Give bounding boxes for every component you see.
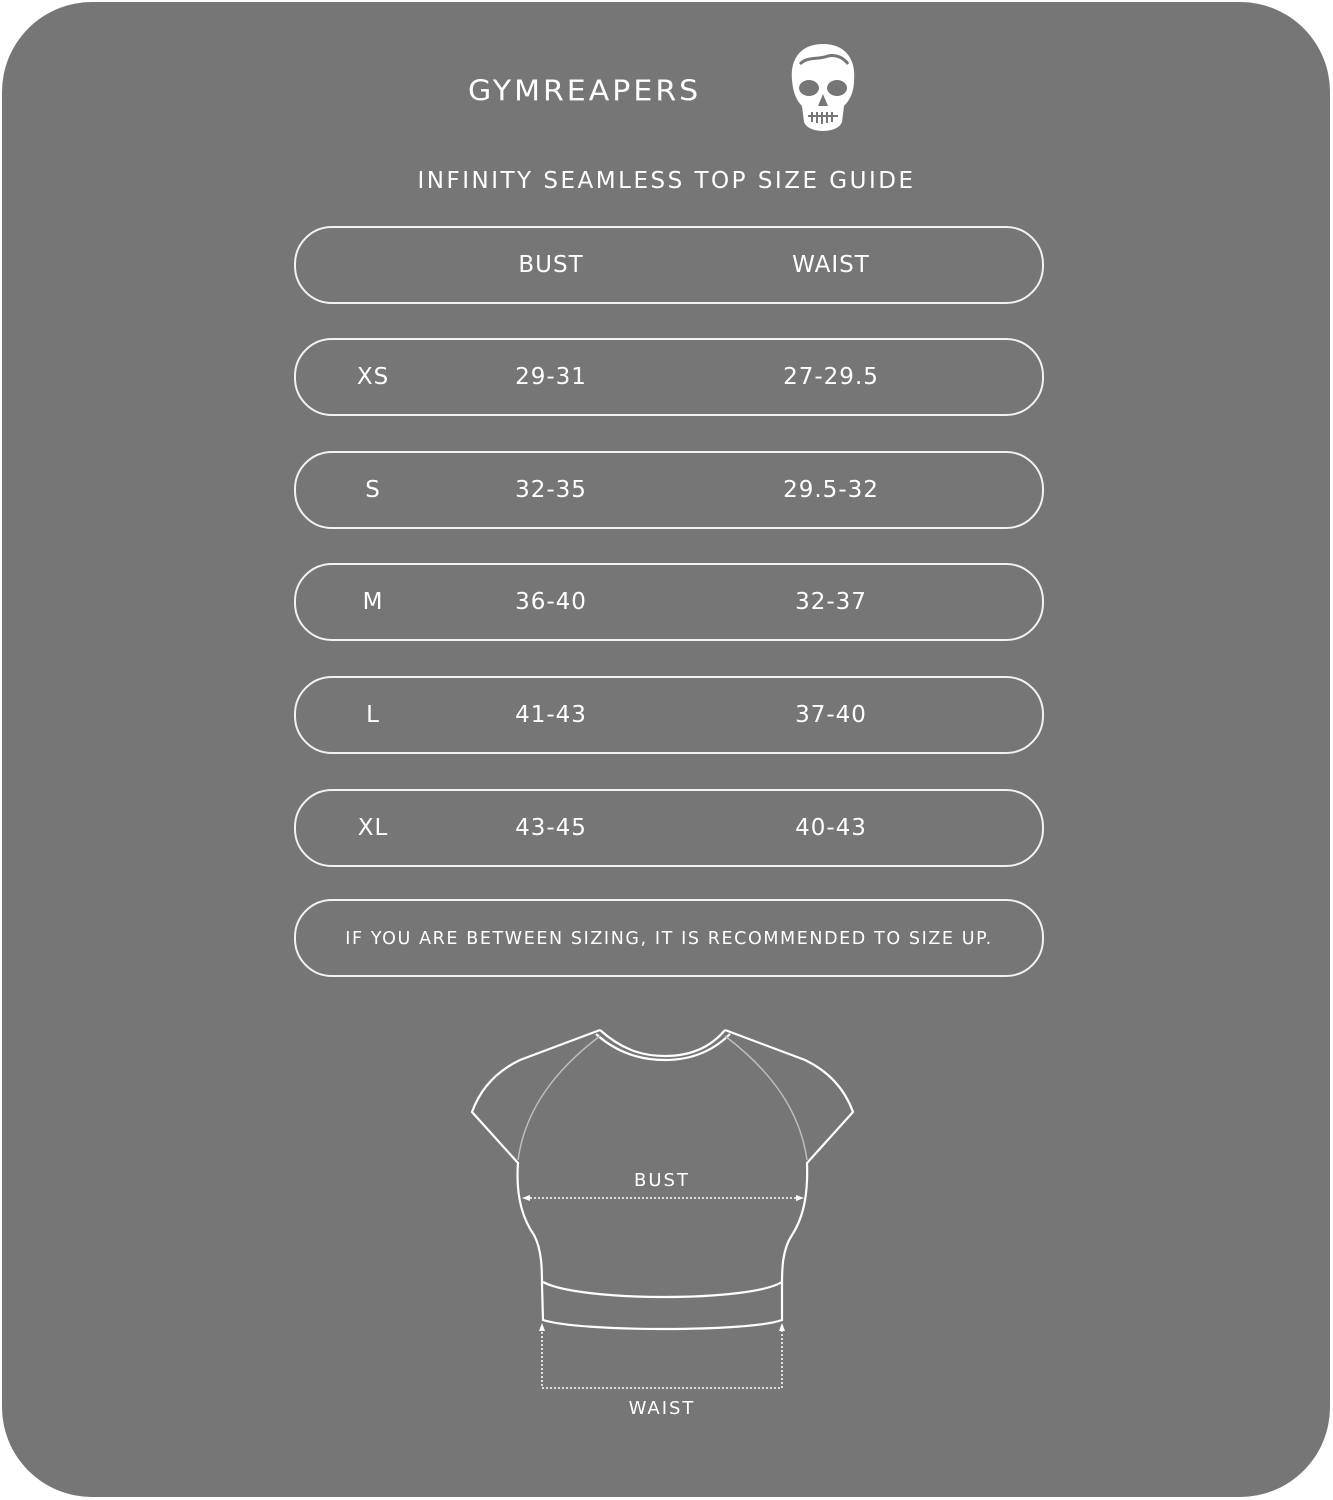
waist-cell: 40-43 (795, 815, 867, 841)
header-bust: BUST (518, 252, 584, 278)
table-row: M 36-40 32-37 (294, 563, 1044, 641)
bust-cell: 36-40 (515, 589, 587, 615)
size-cell: S (365, 477, 381, 503)
bust-cell: 32-35 (515, 477, 587, 503)
waist-label: WAIST (628, 1398, 696, 1419)
table-row: XS 29-31 27-29.5 (294, 338, 1044, 416)
sizing-note-text: IF YOU ARE BETWEEN SIZING, IT IS RECOMME… (345, 929, 993, 949)
bust-cell: 43-45 (515, 815, 587, 841)
waist-measure-line (541, 1328, 783, 1389)
crop-top-outline (470, 1028, 855, 1389)
brand-name: GYMREAPERS (468, 74, 702, 109)
table-row: S 32-35 29.5-32 (294, 451, 1044, 529)
waist-cell: 37-40 (795, 702, 867, 728)
size-cell: M (362, 589, 384, 615)
table-row: L 41-43 37-40 (294, 676, 1044, 754)
header-waist: WAIST (792, 252, 870, 278)
size-cell: XS (356, 364, 390, 390)
bust-cell: 41-43 (515, 702, 587, 728)
table-header-row: BUST WAIST (294, 226, 1044, 304)
size-cell: L (366, 702, 380, 728)
bust-label: BUST (634, 1170, 690, 1191)
skull-icon (791, 44, 855, 131)
size-cell: XL (357, 815, 389, 841)
waist-cell: 32-37 (795, 589, 867, 615)
page-title: INFINITY SEAMLESS TOP SIZE GUIDE (417, 168, 916, 194)
table-row: XL 43-45 40-43 (294, 789, 1044, 867)
shirt-diagram: BUST WAIST (460, 1020, 870, 1430)
waist-cell: 27-29.5 (783, 364, 879, 390)
sizing-note: IF YOU ARE BETWEEN SIZING, IT IS RECOMME… (294, 899, 1044, 977)
brand-logo: GYMREAPERS (468, 40, 868, 140)
waist-cell: 29.5-32 (783, 477, 879, 503)
bust-cell: 29-31 (515, 364, 587, 390)
